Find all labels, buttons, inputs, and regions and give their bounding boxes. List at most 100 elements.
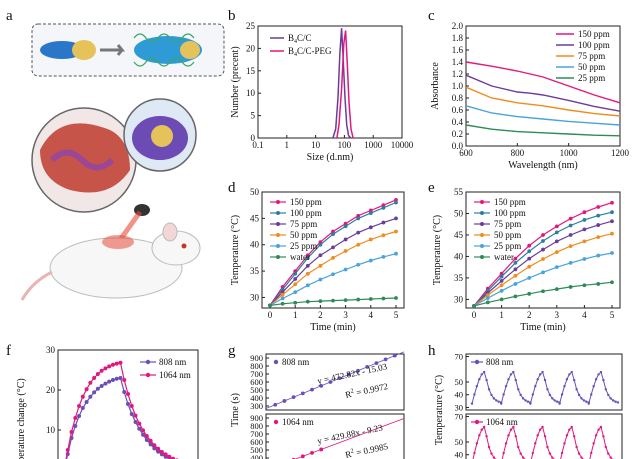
cell-nucleus-icon [151, 125, 173, 147]
f-legend-label-1: 1064 nm [159, 370, 191, 380]
h-cycle-marker-0 [480, 373, 483, 376]
h-cycle-marker-1 [521, 456, 525, 459]
d-x-tick-label: 3 [343, 310, 348, 320]
h-cycle-marker-1 [473, 451, 476, 455]
h-cycle-marker-1 [573, 435, 576, 438]
f-series-marker-0 [152, 446, 157, 451]
f-y-tick-label: 10 [46, 425, 56, 435]
e-legend-marker-4 [480, 244, 484, 248]
h-cycle-marker-0 [538, 373, 542, 376]
d-series-marker-3 [343, 249, 348, 253]
h-cycle-marker-0 [560, 393, 564, 396]
d-legend-label-2: 75 ppm [290, 219, 317, 229]
e-series-marker-4 [513, 282, 518, 286]
h-cycle-marker-1 [478, 434, 481, 437]
panel-label-a: a [6, 8, 13, 24]
h-cycle-marker-0 [500, 402, 503, 405]
h-cycle-marker-0 [553, 399, 556, 402]
h-cycle-marker-0 [607, 393, 610, 397]
h-cycle-marker-0 [599, 370, 603, 374]
d-y-tick-label: 40 [250, 240, 260, 250]
d-series-marker-5 [318, 299, 323, 304]
e-series-marker-4 [527, 276, 532, 280]
h-cycle-marker-1 [534, 442, 537, 445]
e-legend-label-1: 100 ppm [494, 208, 526, 218]
h-cycle-marker-1 [487, 445, 491, 449]
e-legend-marker-1 [480, 211, 484, 215]
b-y-axis-label: Number (precent) [230, 46, 241, 117]
e-series-marker-5 [610, 280, 614, 285]
h-cycle-marker-0 [570, 370, 573, 374]
f-series-marker-1 [167, 454, 172, 459]
d-series-marker-3 [368, 237, 373, 242]
d-x-axis-label: Time (min) [310, 322, 355, 333]
f-series-marker-0 [95, 386, 100, 391]
e-series-marker-3 [527, 264, 532, 269]
h-cycle-marker-1 [480, 428, 483, 431]
d-x-tick-label: 4 [369, 310, 374, 320]
b-y-tick-label: 25 [246, 21, 256, 31]
chart-f: 10 20 30 perature change (°C) 808 nm 1064 nm [16, 345, 199, 459]
e-series-marker-5 [568, 285, 573, 289]
h-cycle-marker-1 [502, 451, 505, 455]
schematic-illustration [20, 23, 225, 301]
g-legend-marker-1 [273, 419, 279, 425]
e-y-tick-label: 55 [454, 187, 464, 197]
f-series-marker-0 [107, 379, 112, 384]
c-x-tick-label: 800 [511, 148, 525, 158]
d-series-marker-3 [356, 242, 361, 247]
h-cycle-marker-1 [531, 451, 535, 455]
d-x-tick-label: 5 [394, 310, 399, 320]
h-cycle-marker-1 [490, 452, 493, 455]
d-series-marker-0 [331, 229, 335, 234]
f-series-marker-1 [137, 421, 142, 426]
d-legend-marker-2 [276, 222, 280, 226]
f-series-marker-1 [69, 430, 74, 434]
panel-label-h: h [428, 343, 436, 359]
f-series-marker-1 [77, 404, 82, 408]
b-y-tick-label: 0 [251, 133, 256, 143]
h-y-tick-label: 70 [455, 352, 464, 362]
e-series-marker-3 [568, 244, 573, 249]
h-cycle-marker-0 [573, 378, 576, 382]
h-cycle-marker-1 [548, 452, 552, 455]
e-series-marker-0 [610, 200, 614, 205]
f-series-marker-0 [73, 424, 78, 428]
h-cycle-marker-0 [541, 370, 544, 374]
d-series-marker-5 [268, 303, 272, 308]
b-legend-label-0: B4C/C [288, 33, 312, 45]
h-y-tick-label: 50 [455, 437, 464, 447]
f-series-marker-1 [73, 416, 78, 420]
f-series-marker-0 [133, 420, 138, 424]
e-series-marker-1 [499, 274, 504, 279]
f-series-marker-1 [126, 392, 130, 396]
f-series-marker-0 [77, 414, 82, 418]
b-x-tick-label: 100 [338, 140, 352, 150]
c-series-line-2 [465, 86, 621, 117]
g-legend-label-1: 1064 nm [282, 417, 314, 427]
b-y-tick-label: 5 [251, 111, 256, 121]
h-cycle-marker-1 [565, 434, 569, 437]
h-cycle-marker-1 [514, 435, 517, 438]
d-series-marker-1 [381, 205, 386, 210]
d-series-marker-1 [331, 232, 335, 237]
d-legend-label-1: 100 ppm [290, 208, 322, 218]
b-plot-frame [257, 25, 403, 139]
h-cycle-marker-0 [587, 402, 590, 405]
e-y-tick-label: 50 [454, 208, 464, 218]
e-x-tick-label: 5 [610, 310, 615, 320]
h-cycle-marker-0 [575, 388, 578, 391]
f-series-line-0 [65, 377, 172, 459]
g-y-tick-label: 900 [250, 413, 263, 423]
f-series-marker-0 [129, 412, 134, 416]
carbon-coating-icon [72, 40, 96, 60]
f-series-marker-1 [141, 428, 146, 433]
f-series-marker-1 [114, 361, 119, 366]
e-x-axis-label: Time (min) [520, 322, 565, 333]
panel-label-e: e [428, 180, 435, 196]
e-x-tick-label: 4 [582, 310, 587, 320]
f-series-marker-0 [122, 390, 127, 394]
h-cycle-marker-0 [504, 384, 508, 388]
